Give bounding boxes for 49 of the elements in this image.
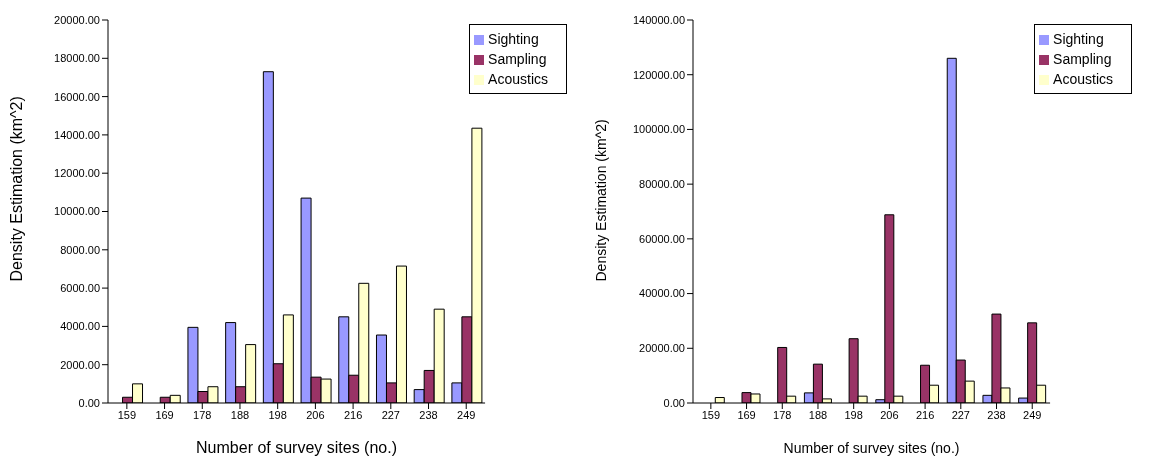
y-axis-title: Density Estimation (km^2) — [592, 119, 609, 282]
x-axis-title: Number of survey sites (no.) — [783, 440, 960, 456]
legend-label: Acoustics — [1053, 71, 1113, 87]
y-tick-label: 20000.00 — [54, 13, 100, 26]
legend-label: Sighting — [488, 31, 539, 47]
legend-label: Sighting — [1053, 31, 1104, 47]
y-tick-label: 14000.00 — [54, 128, 100, 141]
y-tick-label: 0.00 — [78, 396, 100, 409]
x-tick-label: 238 — [419, 408, 438, 421]
x-tick-label: 198 — [844, 408, 863, 421]
x-tick-label: 198 — [268, 408, 287, 421]
x-tick-label: 169 — [737, 408, 756, 421]
x-tick-label: 159 — [117, 408, 137, 421]
x-tick-label: 249 — [1023, 408, 1042, 421]
x-tick-label: 206 — [306, 408, 325, 421]
x-tick-label: 249 — [457, 408, 476, 421]
x-axis-title: Number of survey sites (no.) — [196, 439, 398, 456]
y-tick-label: 12000.00 — [54, 167, 100, 180]
x-tick-label: 178 — [193, 408, 212, 421]
x-tick-label: 169 — [155, 408, 174, 421]
y-tick-label: 0.00 — [663, 396, 685, 409]
y-axis-title: Density Estimation (km^2) — [7, 96, 25, 282]
y-tick-label: 6000.00 — [60, 282, 100, 295]
x-tick-label: 178 — [773, 408, 792, 421]
y-tick-label: 10000.00 — [54, 205, 100, 218]
x-tick-label: 188 — [230, 408, 250, 421]
legend-label: Sampling — [488, 51, 547, 67]
x-tick-label: 216 — [915, 408, 935, 421]
y-tick-label: 20000.00 — [639, 342, 685, 355]
x-tick-label: 227 — [951, 408, 970, 421]
y-tick-label: 8000.00 — [60, 243, 100, 256]
x-tick-label: 206 — [880, 408, 899, 421]
y-tick-label: 140000.00 — [633, 13, 685, 26]
legend-label: Sampling — [1053, 51, 1112, 67]
legend-label: Acoustics — [488, 71, 548, 87]
x-tick-label: 216 — [343, 408, 363, 421]
y-tick-label: 120000.00 — [633, 68, 685, 81]
y-tick-label: 100000.00 — [633, 123, 685, 136]
y-tick-label: 16000.00 — [54, 90, 100, 103]
x-tick-label: 159 — [701, 408, 721, 421]
y-tick-label: 40000.00 — [639, 287, 685, 300]
x-tick-label: 227 — [381, 408, 400, 421]
y-tick-label: 4000.00 — [60, 320, 100, 333]
y-tick-label: 18000.00 — [54, 52, 100, 65]
y-tick-label: 80000.00 — [639, 178, 685, 191]
x-tick-label: 238 — [987, 408, 1006, 421]
x-tick-label: 188 — [808, 408, 828, 421]
y-tick-label: 2000.00 — [60, 358, 100, 371]
y-tick-label: 60000.00 — [639, 232, 685, 245]
